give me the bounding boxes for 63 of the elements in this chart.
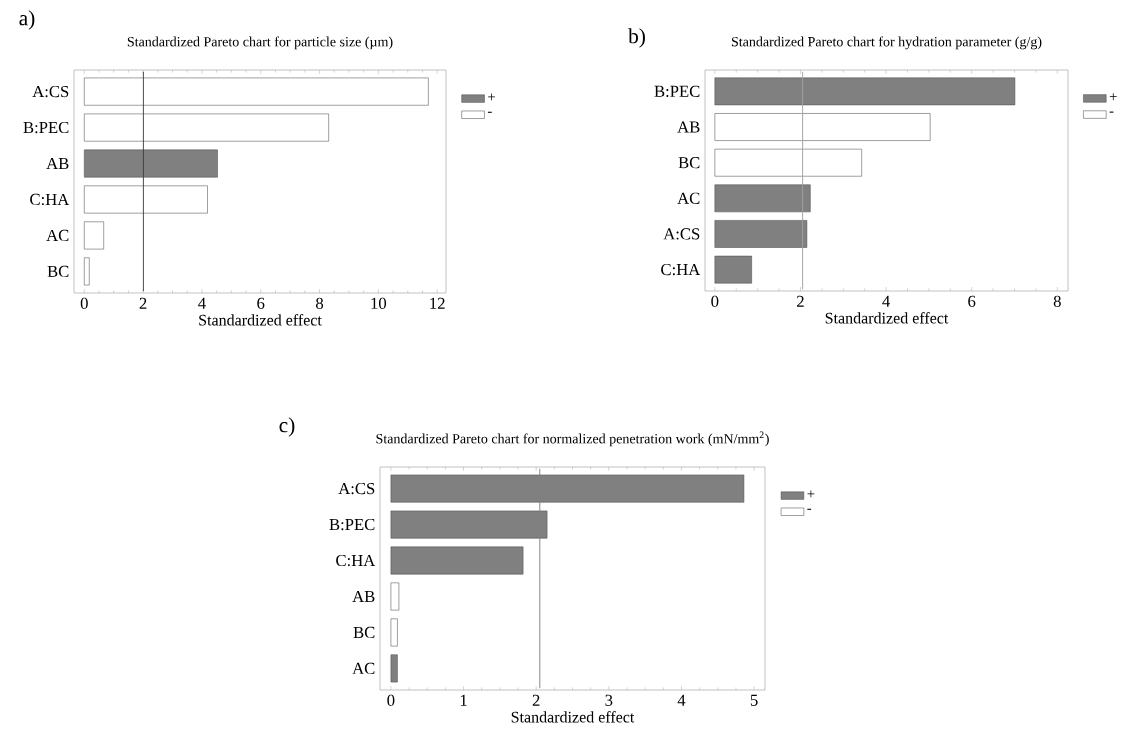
x-tick-label: 5 <box>750 694 758 706</box>
bar <box>714 148 862 177</box>
x-axis-title: Standardized effect <box>825 312 949 324</box>
bar <box>390 618 398 647</box>
x-tick-label: 1 <box>460 694 467 706</box>
y-tick-label: AC <box>677 192 700 204</box>
bar <box>714 184 811 213</box>
y-tick-label: AB <box>677 121 700 133</box>
x-tick-label: 12 <box>430 297 445 309</box>
bar <box>390 654 398 683</box>
bar <box>714 255 752 284</box>
y-tick-label: BC <box>47 265 69 278</box>
x-tick-label: 4 <box>677 694 686 706</box>
x-tick-label: 6 <box>968 295 976 307</box>
y-tick-label: A:CS <box>663 228 700 240</box>
y-tick-label: AB <box>352 590 375 603</box>
text: a) <box>19 10 35 30</box>
y-tick-label: AC <box>352 662 375 675</box>
x-tick-label: 4 <box>882 295 890 307</box>
bar <box>390 582 400 611</box>
legend-label: - <box>487 111 492 113</box>
x-tick-label: 3 <box>605 694 613 706</box>
y-tick-label: B:PEC <box>329 518 375 531</box>
x-tick-label: 0 <box>80 297 88 309</box>
y-tick-label: C:HA <box>30 193 70 206</box>
legend-label: - <box>1109 111 1114 113</box>
y-tick-label: BC <box>353 626 375 639</box>
bar <box>714 220 808 248</box>
legend-label: + <box>1109 93 1117 101</box>
x-axis-title: Standardized effect <box>199 314 322 326</box>
x-tick-label: 0 <box>387 694 395 706</box>
bar <box>84 257 90 286</box>
chart-title: Standardized Pareto chart for hydration parameter (g/g) <box>731 36 1042 50</box>
y-tick-label: BC <box>678 157 700 169</box>
chart-title: Standardized Pareto chart for normalized penetration work (mN/mm$^{2}$) <box>376 431 769 447</box>
x-tick-label: 4 <box>198 297 206 309</box>
y-tick-label: A:CS <box>338 482 375 495</box>
legend-label: - <box>807 508 812 510</box>
x-axis-title: Standardized effect <box>511 711 635 723</box>
x-tick-label: 2 <box>532 694 540 706</box>
y-tick-label: C:HA <box>661 263 701 276</box>
x-tick-label: 2 <box>797 295 804 307</box>
y-tick-label: A:CS <box>32 85 69 98</box>
y-tick-label: B:PEC <box>654 85 700 98</box>
y-tick-label: C:HA <box>336 554 376 567</box>
text: b) <box>628 28 645 48</box>
x-tick-label: 0 <box>711 295 719 307</box>
x-tick-label: 2 <box>139 297 147 309</box>
bar <box>714 77 1016 106</box>
y-tick-label: AC <box>46 229 69 242</box>
x-tick-label: 8 <box>316 297 324 309</box>
bar <box>84 221 104 250</box>
legend-label: + <box>488 93 495 101</box>
bar <box>714 113 931 141</box>
x-tick-label: 6 <box>257 297 265 309</box>
chart-title: Standardized Pareto chart for particle size (µm) <box>127 36 393 50</box>
y-tick-label: AB <box>46 158 69 170</box>
legend-label: + <box>807 490 815 498</box>
y-tick-label: B:PEC <box>23 121 69 134</box>
text: c) <box>279 417 295 437</box>
bar <box>390 546 524 575</box>
x-tick-label: 8 <box>1053 295 1061 307</box>
x-tick-label: 10 <box>371 297 387 309</box>
